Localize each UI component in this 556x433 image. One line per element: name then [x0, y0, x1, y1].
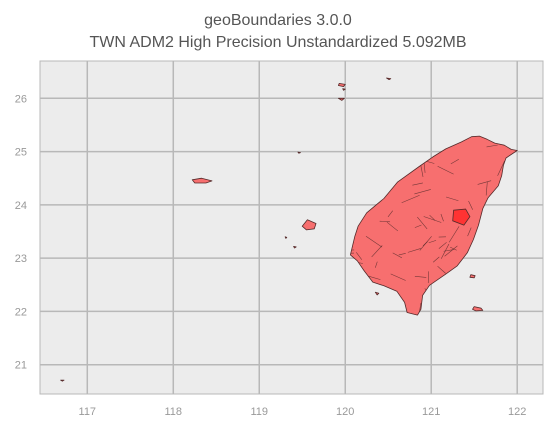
- district-border: [438, 242, 447, 249]
- boundary-polygon: [342, 88, 346, 91]
- district-border: [444, 245, 458, 257]
- district-border: [497, 160, 505, 176]
- y-tick-label: 21: [15, 360, 27, 372]
- y-axis-ticks: 21 22 23 24 25 26: [15, 93, 27, 371]
- x-tick-label: 119: [250, 406, 268, 418]
- x-tick-label: 117: [79, 406, 97, 418]
- district-border: [365, 236, 383, 248]
- highlighted-district: [452, 208, 471, 226]
- boundary-polygon: [472, 306, 484, 312]
- district-border: [398, 253, 406, 256]
- y-tick-label: 23: [15, 253, 27, 265]
- district-border: [350, 252, 355, 255]
- district-border: [419, 236, 432, 251]
- district-border: [485, 182, 488, 196]
- district-border: [412, 182, 423, 186]
- district-border: [371, 245, 383, 258]
- boundary-polygon: [374, 291, 380, 296]
- district-border: [390, 273, 406, 281]
- district-border: [379, 220, 391, 223]
- boundary-polygon: [337, 83, 346, 87]
- district-border: [445, 196, 459, 202]
- district-border: [414, 276, 427, 278]
- boundary-polygon: [60, 379, 65, 382]
- map-title-line-2: TWN ADM2 High Precision Unstandardized 5…: [89, 34, 467, 51]
- boundary-polygon: [349, 135, 518, 316]
- district-border: [417, 216, 428, 230]
- x-tick-label: 121: [422, 406, 440, 418]
- boundary-polygon: [191, 177, 213, 184]
- boundary-polygon: [293, 245, 297, 249]
- district-border: [450, 246, 457, 251]
- district-border: [407, 248, 421, 253]
- district-border: [414, 189, 431, 195]
- district-border: [450, 158, 459, 165]
- map-title-line-1: geoBoundaries 3.0.0: [204, 12, 352, 29]
- district-border: [386, 221, 399, 232]
- district-border: [356, 252, 363, 260]
- x-tick-label: 118: [165, 406, 183, 418]
- district-border: [437, 165, 454, 175]
- y-tick-label: 25: [15, 147, 27, 159]
- x-tick-label: 122: [508, 406, 526, 418]
- district-border: [401, 194, 420, 204]
- boundary-polygon: [469, 274, 476, 279]
- district-border: [432, 256, 440, 263]
- district-border: [428, 240, 437, 244]
- district-border: [375, 261, 378, 268]
- boundary-polygon: [337, 97, 345, 101]
- x-axis-ticks: 117 118 119 120 121 122: [79, 406, 527, 418]
- district-border: [414, 224, 422, 228]
- district-border: [448, 226, 460, 243]
- district-border: [437, 265, 446, 274]
- district-border: [467, 227, 472, 237]
- district-border: [440, 213, 444, 222]
- x-tick-label: 120: [336, 406, 354, 418]
- boundary-polygon: [297, 151, 301, 154]
- district-border: [423, 216, 442, 223]
- district-border: [440, 243, 450, 259]
- district-border: [392, 252, 403, 259]
- boundary-polygon: [386, 77, 392, 80]
- district-border: [443, 249, 454, 252]
- district-border: [477, 180, 492, 185]
- y-tick-label: 24: [15, 200, 27, 212]
- boundary-polygon: [301, 219, 317, 231]
- district-border: [468, 200, 473, 210]
- district-border: [486, 144, 498, 148]
- y-tick-label: 26: [15, 93, 27, 105]
- district-border: [429, 214, 436, 221]
- district-border: [368, 275, 381, 280]
- y-tick-label: 22: [15, 306, 27, 318]
- district-border: [420, 164, 424, 178]
- boundary-polygon: [284, 236, 288, 239]
- district-border: [387, 210, 394, 218]
